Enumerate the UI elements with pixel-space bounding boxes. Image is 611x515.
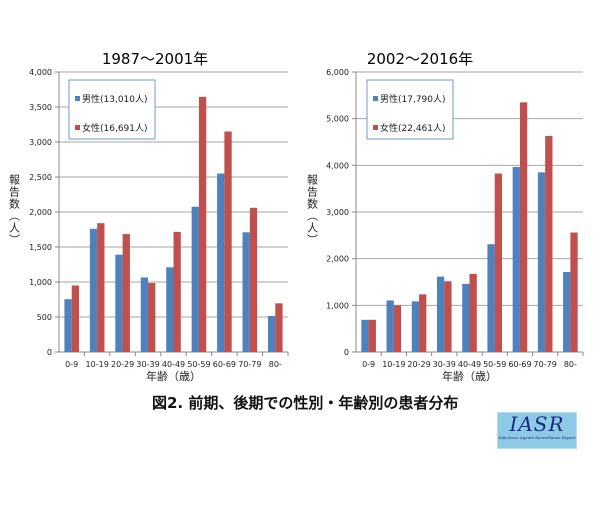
bar-female — [368, 319, 376, 352]
y-tick-label: 4,000 — [326, 161, 349, 170]
x-tick-label: 30-39 — [136, 360, 159, 369]
x-tick-label: 0-9 — [362, 360, 375, 369]
bar-male — [537, 172, 546, 352]
legend-swatch — [75, 96, 80, 101]
figure-caption: 図2. 前期、後期での性別・年齢別の患者分布 — [152, 394, 459, 412]
bar-female — [393, 305, 402, 352]
bar-female — [469, 273, 477, 352]
bar-male — [89, 228, 98, 352]
legend-swatch — [373, 125, 378, 130]
bar-female — [494, 173, 503, 352]
bar-female — [419, 294, 427, 352]
legend-label: 女性(22,461人) — [380, 122, 446, 134]
y-tick-label: 1,000 — [326, 301, 349, 310]
y-tick-label: 4,000 — [29, 68, 52, 77]
charts-canvas: 1987～2001年 0 500 1,000 1,500 2,000 2,500 3,000 3… — [8, 50, 584, 383]
legend-label: 男性(17,790人) — [380, 93, 446, 105]
bar-female — [570, 232, 578, 352]
bar-female — [148, 283, 156, 352]
x-tick-label: 60-69 — [213, 360, 236, 369]
y-tick-label: 0 — [344, 348, 349, 357]
y-tick-label: 3,500 — [29, 103, 52, 112]
bar-male — [361, 319, 369, 352]
x-tick-label: 70-79 — [238, 360, 261, 369]
legend-box — [366, 79, 454, 140]
y-tick-label: 2,000 — [29, 208, 52, 217]
x-tick-label: 60-69 — [508, 360, 531, 369]
x-axis-label: 年齢（歳） — [442, 369, 497, 383]
bar-male — [242, 232, 250, 352]
bar-female — [173, 231, 181, 352]
bar-male — [386, 300, 394, 352]
x-tick-label: 40-49 — [458, 360, 481, 369]
x-tick-label: 10-19 — [86, 360, 109, 369]
bar-male — [191, 206, 199, 352]
x-tick-label: 10-19 — [382, 360, 405, 369]
bar-female — [519, 102, 528, 352]
legend-label: 男性(13,010人) — [82, 93, 148, 105]
bar-male — [462, 283, 470, 352]
x-tick-label: 50-59 — [187, 360, 210, 369]
y-tick-label: 3,000 — [326, 208, 349, 217]
bar-female — [71, 285, 80, 352]
chart-title: 2002～2016年 — [367, 50, 473, 68]
logo-text: IASR — [509, 412, 565, 436]
y-tick-label: 0 — [47, 348, 52, 357]
legend-label: 女性(16,691人) — [82, 122, 148, 134]
y-axis-label: 報告数（人） — [306, 174, 319, 246]
x-tick-label: 80- — [269, 360, 282, 369]
y-tick-label: 2,000 — [326, 255, 349, 264]
x-tick-label: 40-49 — [162, 360, 185, 369]
y-axis-label: 報告数（人） — [8, 174, 21, 246]
legend-swatch — [75, 125, 80, 130]
bar-male — [411, 301, 420, 352]
iasr-logo: IASR Infectious Agents Surveillance Repo… — [497, 412, 577, 449]
x-tick-label: 20-29 — [111, 360, 134, 369]
y-tick-label: 1,000 — [29, 278, 52, 287]
legend-swatch — [373, 96, 378, 101]
bar-female — [224, 131, 232, 352]
x-tick-label: 80- — [564, 360, 577, 369]
x-tick-label: 30-39 — [433, 360, 456, 369]
bar-male — [563, 271, 571, 352]
y-tick-label: 500 — [37, 313, 52, 322]
x-axis-label: 年齢（歳） — [146, 369, 201, 383]
bar-female — [275, 303, 283, 352]
bar-male — [436, 276, 445, 352]
x-tick-label: 70-79 — [534, 360, 557, 369]
bar-female — [122, 234, 130, 352]
bar-male — [267, 315, 276, 352]
bar-male — [512, 166, 520, 352]
x-tick-label: 50-59 — [483, 360, 506, 369]
chart-title: 1987～2001年 — [102, 50, 208, 68]
y-tick-label: 5,000 — [326, 115, 349, 124]
y-tick-label: 6,000 — [326, 68, 349, 77]
bar-female — [545, 135, 553, 352]
y-tick-label: 1,500 — [29, 243, 52, 252]
bar-male — [487, 244, 495, 352]
legend-box — [68, 79, 156, 140]
bar-male — [64, 299, 72, 352]
y-tick-label: 2,500 — [29, 173, 52, 182]
bar-male — [140, 277, 149, 352]
bar-female — [97, 223, 105, 352]
y-tick-label: 3,000 — [29, 138, 52, 147]
x-tick-label: 0-9 — [65, 360, 78, 369]
bar-male — [217, 173, 225, 352]
bar-male — [115, 254, 123, 352]
logo-subtext: Infectious Agents Surveillance Report — [498, 435, 576, 440]
bar-male — [166, 267, 174, 352]
bar-female — [249, 207, 258, 352]
bar-female — [198, 96, 207, 352]
x-tick-label: 20-29 — [407, 360, 430, 369]
bar-female — [444, 281, 452, 352]
